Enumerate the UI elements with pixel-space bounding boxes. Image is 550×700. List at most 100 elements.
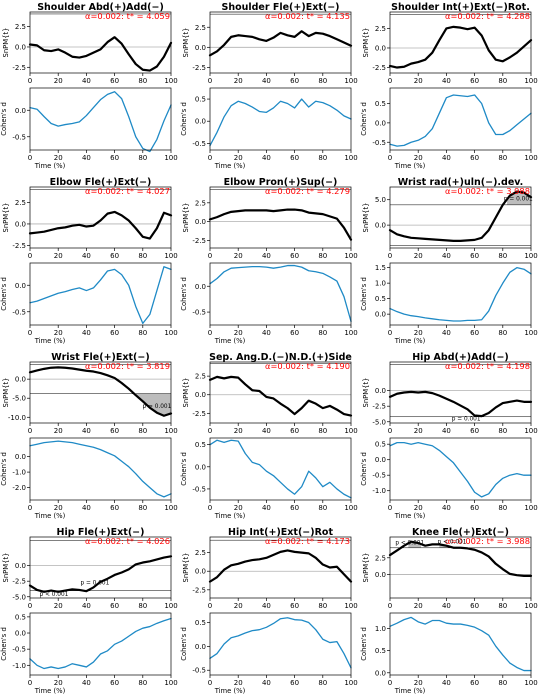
x-tick-label: 60 <box>290 504 299 512</box>
y-tick-label: -2.5 <box>372 64 386 72</box>
snpm-y-axis-label: SnPM{t} <box>2 553 10 583</box>
y-tick-label: -0.5 <box>192 485 206 493</box>
y-tick-label: 0.0 <box>15 630 26 638</box>
x-tick-label: 20 <box>234 679 243 687</box>
x-tick-label: 40 <box>82 679 91 687</box>
x-tick-label: 20 <box>54 504 63 512</box>
cohen-y-axis-label: Cohen's d <box>0 102 8 136</box>
x-tick-label: 40 <box>442 504 451 512</box>
snpm-curve <box>388 390 533 418</box>
x-tick-label: 40 <box>262 679 271 687</box>
p-value-annotation: p = 0.001 <box>80 580 109 586</box>
snpm-axes-frame <box>209 536 352 599</box>
x-tick-label: 20 <box>414 427 423 435</box>
snpm-axes-frame <box>389 11 532 74</box>
x-tick-label: 80 <box>498 602 507 610</box>
x-tick-label: 80 <box>318 329 327 337</box>
x-tick-label: 100 <box>164 154 177 162</box>
snpm-axes-frame <box>389 361 532 424</box>
x-tick-label: 0 <box>208 602 212 610</box>
y-tick-label: 0.0 <box>195 463 206 471</box>
x-tick-label: 80 <box>498 329 507 337</box>
x-tick-label: 100 <box>524 602 537 610</box>
x-tick-label: 40 <box>442 679 451 687</box>
x-tick-label: 100 <box>344 252 357 260</box>
x-tick-label: 60 <box>470 154 479 162</box>
y-tick-label: -0.5 <box>372 139 386 147</box>
cohen-d-curve <box>29 617 172 670</box>
chart-title: Hip Abd(+)Add(−) <box>412 352 509 363</box>
x-tick-label: 80 <box>498 154 507 162</box>
y-tick-label: -2.5 <box>372 403 386 411</box>
x-tick-label: 20 <box>234 602 243 610</box>
snpm-y-axis-label: SnPM{t} <box>362 203 370 233</box>
chart-panel-6: Wrist rad(+)uln(−).dev.α=0.002: t* = 3.9… <box>360 177 538 345</box>
y-tick-label: 1.0 <box>375 280 386 288</box>
chart-panel-2: Shoulder Fle(+)Ext(−)α=0.002: t* = 4.135… <box>180 2 358 170</box>
x-tick-label: 20 <box>414 679 423 687</box>
snpm-y-axis-label: SnPM{t} <box>362 378 370 408</box>
y-tick-label: -0.5 <box>192 667 206 675</box>
x-tick-label: 0 <box>28 602 32 610</box>
cohen-y-axis-label: Cohen's d <box>0 277 8 311</box>
cohen-axes-frame <box>209 262 352 326</box>
snpm-curve <box>208 375 353 417</box>
chart-panel-1: Shoulder Abd(+)Add(−)α=0.002: t* = 4.059… <box>0 2 178 170</box>
y-tick-label: 0.0 <box>15 282 26 290</box>
threshold-label: α=0.002: t* = 4.190 <box>265 361 350 371</box>
x-tick-label: 20 <box>414 252 423 260</box>
y-tick-label: -0.5 <box>192 309 206 317</box>
chart-title: Knee Fle(+)Ext(−) <box>412 527 509 538</box>
y-tick-label: 1.0 <box>375 625 386 633</box>
x-axis-label: Time (%) <box>34 337 66 345</box>
x-tick-label: 80 <box>498 427 507 435</box>
threshold-label: α=0.002: t* = 3.819 <box>85 361 170 371</box>
y-tick-label: -2.5 <box>12 578 26 586</box>
y-tick-label: 0.5 <box>195 619 206 627</box>
x-tick-label: 100 <box>344 679 357 687</box>
y-tick-label: 0.0 <box>375 119 386 127</box>
y-tick-label: 2.5 <box>195 24 206 32</box>
x-tick-label: 100 <box>344 329 357 337</box>
x-axis-label: Time (%) <box>214 337 246 345</box>
y-tick-label: 0.0 <box>15 453 26 461</box>
y-tick-label: 0.0 <box>375 222 386 230</box>
x-tick-label: 100 <box>164 427 177 435</box>
x-tick-label: 100 <box>164 77 177 85</box>
cohen-d-curve <box>209 617 352 669</box>
cohen-axes-frame <box>209 612 352 676</box>
x-tick-label: 60 <box>110 154 119 162</box>
snpm-axes-frame <box>389 536 532 599</box>
x-tick-label: 20 <box>54 427 63 435</box>
x-tick-label: 20 <box>234 329 243 337</box>
snpm-axes-frame <box>209 11 352 74</box>
p-value-annotation: p = 0.001 <box>452 417 481 423</box>
snpm-axes-frame <box>29 11 172 74</box>
y-tick-label: 0.0 <box>375 669 386 677</box>
x-tick-label: 0 <box>388 602 392 610</box>
y-tick-label: 0.5 <box>375 100 386 108</box>
x-axis-label: Time (%) <box>34 687 66 695</box>
x-tick-label: 40 <box>262 252 271 260</box>
y-tick-label: -5.0 <box>372 418 386 426</box>
cohen-d-curve <box>209 98 352 147</box>
snpm-curve <box>388 25 533 69</box>
x-tick-label: 100 <box>344 504 357 512</box>
y-tick-label: 0.0 <box>195 218 206 226</box>
x-tick-label: 0 <box>388 252 392 260</box>
snpm-y-axis-label: SnPM{t} <box>182 28 190 58</box>
significant-region <box>439 544 461 548</box>
x-tick-label: 20 <box>234 252 243 260</box>
cohen-d-curve <box>389 442 532 498</box>
snpm-curve <box>388 540 533 577</box>
x-tick-label: 60 <box>110 602 119 610</box>
x-tick-label: 20 <box>234 77 243 85</box>
cohen-d-curve <box>389 267 532 322</box>
x-tick-label: 60 <box>470 679 479 687</box>
x-tick-label: 60 <box>290 679 299 687</box>
x-tick-label: 0 <box>28 679 32 687</box>
x-tick-label: 40 <box>442 427 451 435</box>
x-tick-label: 80 <box>318 602 327 610</box>
y-tick-label: 5.0 <box>375 196 386 204</box>
